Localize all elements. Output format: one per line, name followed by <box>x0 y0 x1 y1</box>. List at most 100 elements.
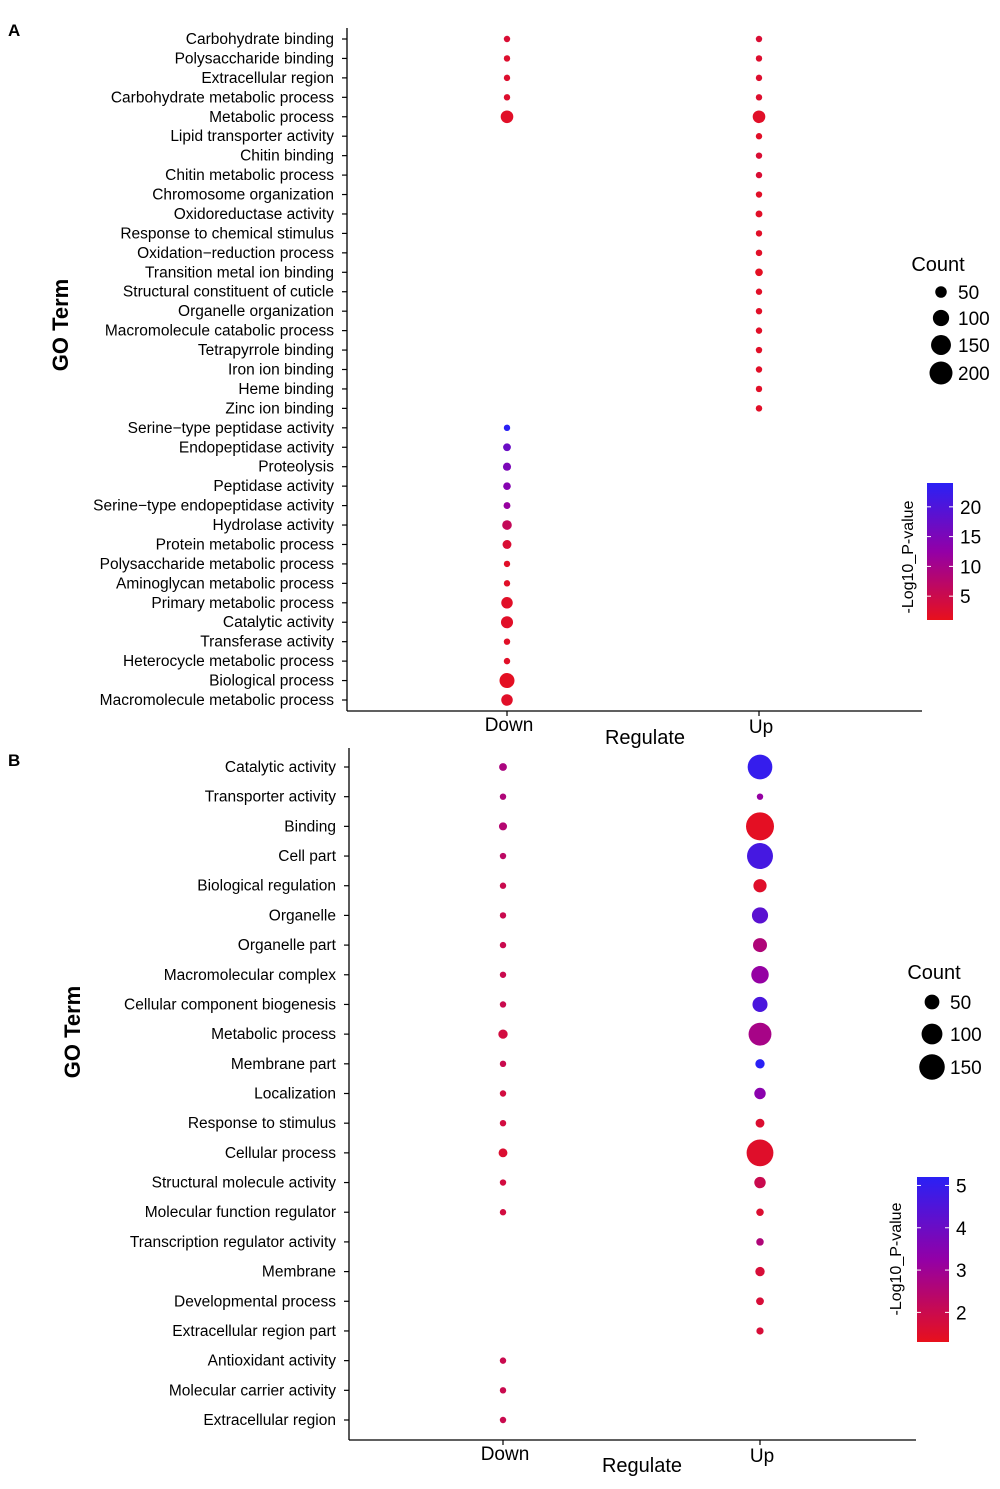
data-point <box>755 74 763 82</box>
y-tick-label: Endopeptidase activity <box>179 439 334 456</box>
colorbar-tick-label: 10 <box>960 557 981 578</box>
y-tick-label: Structural constituent of cuticle <box>123 284 334 301</box>
panel-letter: B <box>8 751 20 770</box>
y-tick-label: Catalytic activity <box>223 614 334 631</box>
data-point <box>499 1060 507 1068</box>
y-tick-label: Extracellular region <box>203 1412 336 1429</box>
size-legend-label: 50 <box>950 993 971 1014</box>
y-tick-label: Aminoglycan metabolic process <box>116 575 334 592</box>
data-point <box>501 694 513 706</box>
size-legend-title: Count <box>911 254 965 276</box>
data-point <box>498 822 508 831</box>
panel-b: B Catalytic activity Transporter activity B… <box>8 748 982 1477</box>
data-point <box>503 424 511 432</box>
colorbar-tick-label: 4 <box>956 1219 967 1240</box>
data-point <box>755 133 763 140</box>
colorbar-tick-label: 3 <box>956 1261 967 1282</box>
y-tick-label: Binding <box>284 818 336 835</box>
size-legend-dot <box>929 361 953 385</box>
y-tick-label: Cellular process <box>225 1145 336 1162</box>
y-tick-label: Transcription regulator activity <box>130 1234 336 1251</box>
y-tick-label: Heterocycle metabolic process <box>123 653 334 670</box>
y-tick-label: Carbohydrate binding <box>186 31 334 48</box>
data-point <box>754 1087 766 1100</box>
data-point <box>755 35 763 43</box>
colorbar <box>927 483 953 620</box>
data-point <box>503 443 511 452</box>
data-point <box>755 230 763 237</box>
data-point <box>756 1297 764 1306</box>
colorbar-title: -Log10_P-value <box>900 500 917 613</box>
size-legend-label: 100 <box>958 309 990 330</box>
data-point <box>503 657 511 665</box>
size-legend-dot <box>931 335 951 355</box>
y-tick-label: Hydrolase activity <box>213 517 335 534</box>
data-point <box>498 1029 508 1039</box>
y-tick-label: Catalytic activity <box>225 759 336 776</box>
y-tick-label: Macromolecule metabolic process <box>100 692 335 709</box>
data-point <box>502 520 512 530</box>
y-tick-label: Metabolic process <box>211 1026 336 1043</box>
y-tick-label: Lipid transporter activity <box>170 128 334 145</box>
data-point <box>499 1357 507 1364</box>
x-tick-label: Up <box>749 717 773 738</box>
data-point <box>756 1327 764 1335</box>
data-point <box>503 638 511 645</box>
y-tick-label: Molecular carrier activity <box>169 1382 336 1399</box>
data-point <box>499 1416 507 1424</box>
y-tick-label: Response to chemical stimulus <box>120 225 334 242</box>
size-legend-dot <box>919 1054 945 1080</box>
y-tick-label: Biological regulation <box>197 878 336 895</box>
y-tick-label: Primary metabolic process <box>151 595 334 612</box>
data-point <box>499 941 507 949</box>
y-tick-label: Structural molecule activity <box>152 1175 337 1192</box>
y-tick-label: Macromolecule catabolic process <box>105 323 334 340</box>
y-axis-title: GO Term <box>60 986 85 1079</box>
y-tick-label: Extracellular region part <box>172 1323 336 1340</box>
data-point <box>751 966 769 984</box>
y-tick-label: Iron ion binding <box>228 362 334 379</box>
colorbar-title: -Log10_P-value <box>888 1202 905 1315</box>
colorbar-tick-label: 15 <box>960 528 981 549</box>
data-point <box>752 110 766 124</box>
data-point <box>503 580 511 587</box>
y-tick-label: Extracellular region <box>201 70 334 87</box>
y-tick-label: Transporter activity <box>205 789 336 806</box>
data-point <box>755 1118 765 1128</box>
y-tick-label: Oxidoreductase activity <box>174 206 334 223</box>
x-tick-label: Up <box>750 1446 774 1467</box>
x-tick-label: Down <box>485 715 534 736</box>
data-point <box>503 482 511 490</box>
data-point <box>755 405 763 412</box>
data-point <box>753 938 767 953</box>
data-point <box>755 191 763 198</box>
y-tick-label: Antioxidant activity <box>208 1353 337 1370</box>
data-point <box>755 1266 765 1277</box>
y-tick-label: Proteolysis <box>258 459 334 476</box>
y-tick-label: Membrane part <box>231 1056 337 1073</box>
y-tick-label: Transferase activity <box>200 634 334 651</box>
data-point <box>756 793 764 800</box>
data-point <box>755 268 763 277</box>
data-point <box>499 763 507 771</box>
y-tick-label: Developmental process <box>174 1293 336 1310</box>
colorbar-tick-label: 2 <box>956 1303 967 1324</box>
data-point <box>503 55 511 62</box>
y-tick-label: Peptidase activity <box>213 478 334 495</box>
data-point <box>499 1001 507 1008</box>
y-tick-label: Chitin binding <box>240 148 334 165</box>
data-point <box>499 1387 507 1394</box>
y-tick-label: Cellular component biogenesis <box>124 996 336 1013</box>
data-point <box>755 366 763 373</box>
data-point <box>503 94 511 101</box>
data-point <box>755 249 763 257</box>
data-point <box>499 1119 507 1127</box>
size-legend-label: 200 <box>958 364 990 385</box>
panel-a: A Carbohydrate binding Polysaccharide bind… <box>8 21 990 749</box>
data-point <box>502 462 512 471</box>
size-legend-dot <box>924 994 940 1010</box>
y-tick-label: Protein metabolic process <box>156 536 335 553</box>
size-legend-label: 100 <box>950 1025 982 1046</box>
y-tick-label: Zinc ion binding <box>225 400 334 417</box>
data-point <box>499 673 515 689</box>
